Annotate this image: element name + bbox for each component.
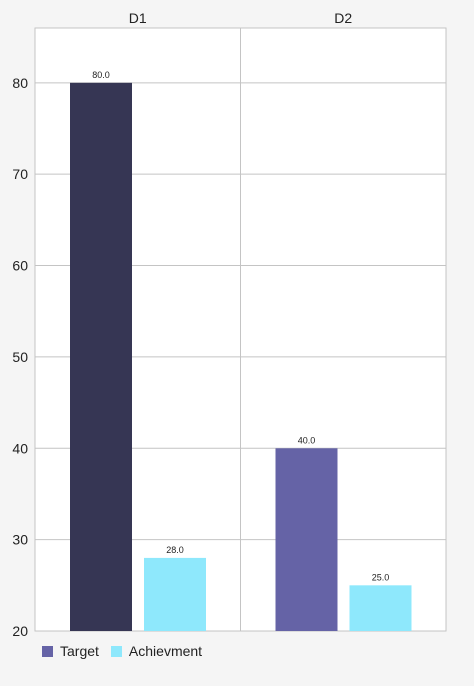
- y-tick-label-70: 70: [12, 166, 28, 182]
- bar-target-d1: [70, 82, 132, 632]
- data-label-target-d2: 40.0: [298, 435, 316, 445]
- data-label-achievment-d1: 28.0: [166, 545, 184, 555]
- bars-layer: [70, 82, 412, 632]
- bar-achievment-d1: [144, 557, 206, 631]
- y-tick-label-60: 60: [12, 258, 28, 274]
- category-label-d1: D1: [129, 10, 147, 26]
- y-tick-label-80: 80: [12, 75, 28, 91]
- labels-layer: 20 30 40 50 60 70 80 D1 80.0 28.0 D2 40.0 25.0: [12, 10, 389, 639]
- y-tick-label-20: 20: [12, 623, 28, 639]
- category-label-d2: D2: [334, 10, 352, 26]
- bar-achievment-d2: [349, 585, 412, 631]
- data-label-target-d1: 80.0: [92, 70, 110, 80]
- legend-item-target: Target: [42, 643, 99, 659]
- legend-swatch-achievment: [110, 645, 122, 657]
- legend-label-achievment: Achievment: [128, 643, 203, 659]
- legend: Target Achievment: [42, 641, 214, 661]
- y-tick-label-50: 50: [12, 349, 28, 365]
- y-tick-label-30: 30: [12, 532, 28, 548]
- legend-swatch-target: [42, 645, 53, 657]
- bar-target-d2: [275, 448, 338, 631]
- legend-item-achievment: Achievment: [110, 643, 203, 659]
- y-tick-label-40: 40: [12, 440, 28, 456]
- legend-label-target: Target: [60, 643, 99, 659]
- data-label-achievment-d2: 25.0: [372, 572, 390, 582]
